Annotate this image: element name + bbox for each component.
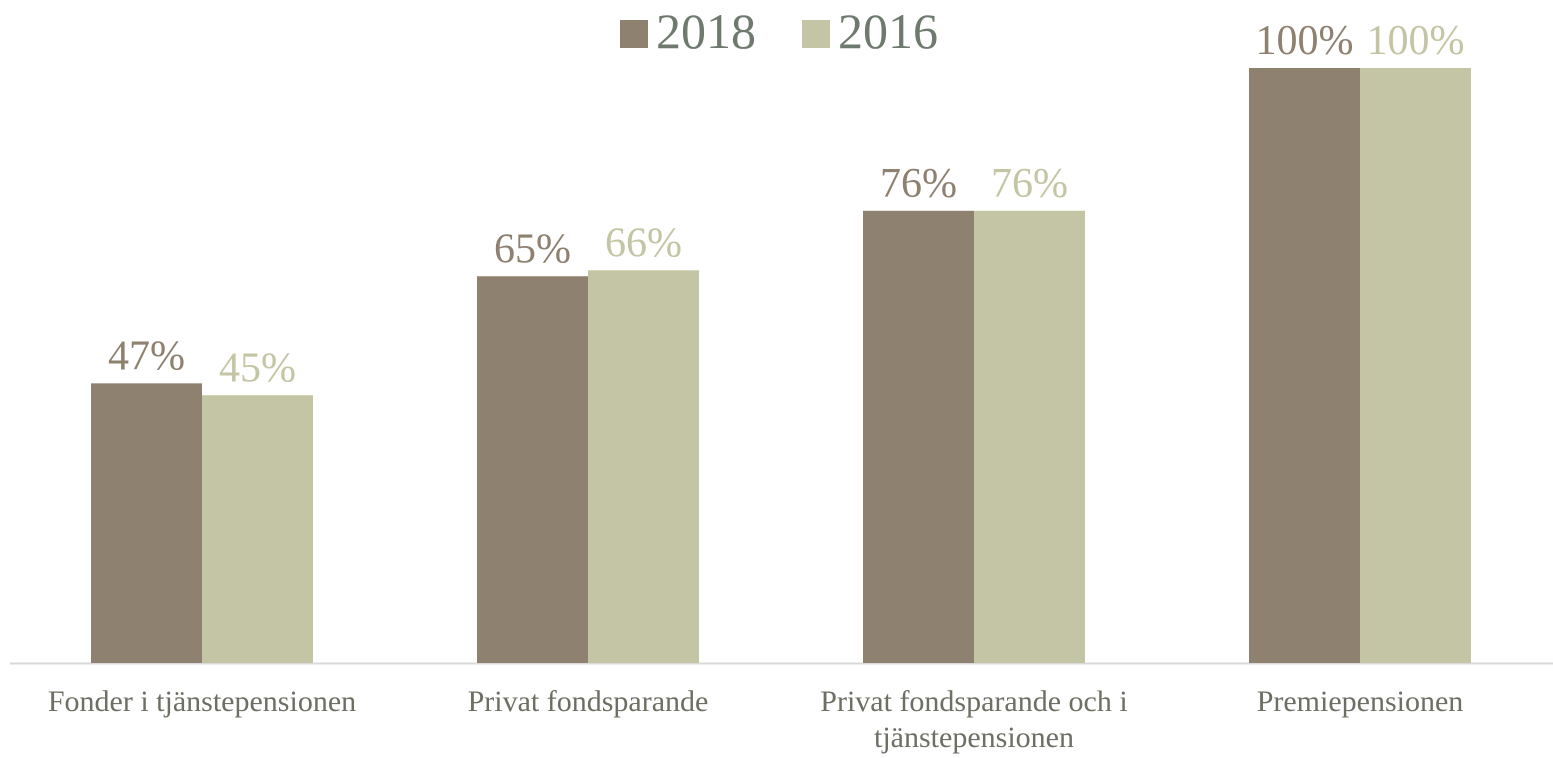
value-label: 100% (1367, 18, 1465, 64)
value-label: 76% (880, 161, 957, 207)
bar (202, 395, 313, 663)
legend-label: 2018 (656, 3, 756, 59)
bar (1249, 68, 1360, 663)
x-tick-label: Privat fondsparande och i tjänstepension… (820, 685, 1128, 754)
bar (477, 276, 588, 663)
bar (91, 383, 202, 663)
x-tick-label: Privat fondsparande (467, 685, 709, 718)
legend-label: 2016 (838, 3, 938, 59)
bar (588, 270, 699, 663)
value-label: 66% (605, 220, 682, 266)
x-tick-label: Fonder i tjänstepensionen (47, 685, 357, 718)
value-label: 45% (219, 345, 296, 391)
legend-swatch (802, 20, 830, 48)
value-label: 100% (1256, 18, 1354, 64)
x-tick-label: Premiepensionen (1256, 685, 1464, 718)
legend-swatch (620, 20, 648, 48)
value-label: 47% (108, 333, 185, 379)
value-label: 76% (991, 161, 1068, 207)
value-label: 65% (494, 226, 571, 272)
bar (863, 210, 974, 664)
bar (1360, 68, 1471, 663)
bar (974, 210, 1085, 664)
